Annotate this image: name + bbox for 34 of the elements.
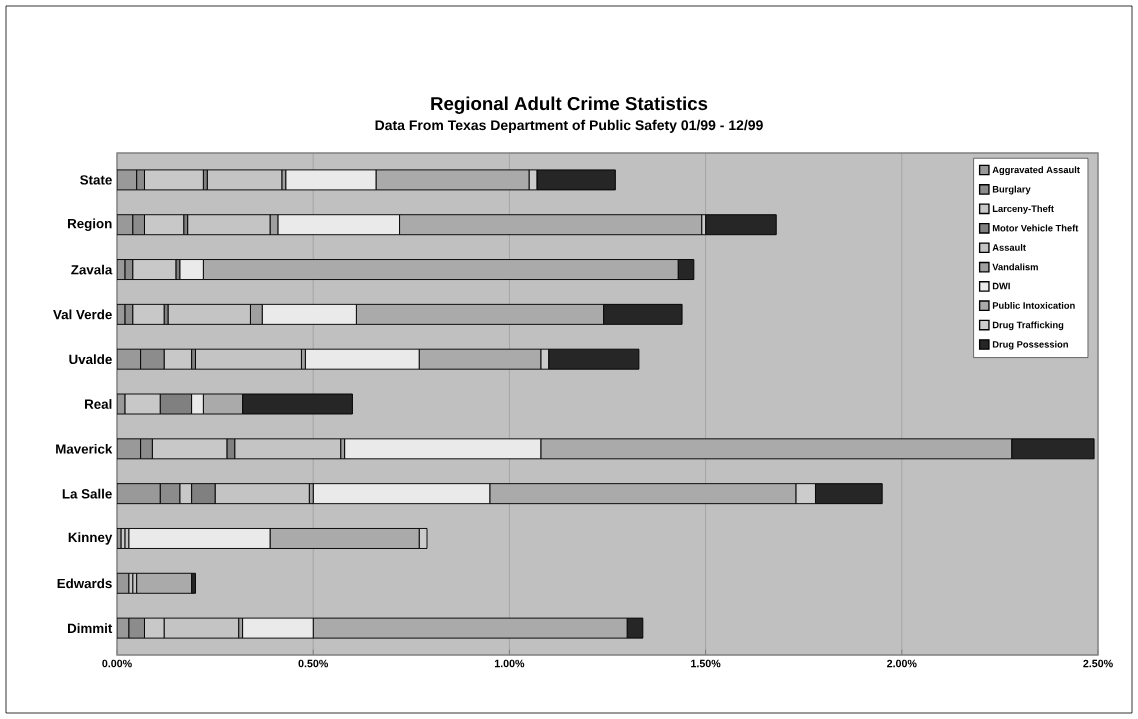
legend-label: Drug Possession: [992, 340, 1068, 350]
y-tick-label: Val Verde: [53, 309, 112, 320]
bar: [705, 214, 777, 236]
legend-label: Motor Vehicle Theft: [992, 224, 1079, 232]
bar: [195, 348, 302, 370]
bar: [136, 572, 193, 594]
y-tick-label: Real: [85, 399, 112, 409]
legend-label: DWI: [992, 282, 1010, 290]
y-tick-label: Dimmit: [68, 623, 113, 634]
legend-label: Drug Trafficking: [992, 321, 1064, 331]
y-tick-label: Region: [68, 218, 112, 231]
legend-label: Burglary: [992, 185, 1031, 195]
legend-label: Assault: [992, 244, 1026, 251]
chart-title: Regional Adult Crime Statistics: [431, 96, 708, 114]
x-tick-label: 0.50%: [298, 659, 329, 668]
y-tick-label: La Salle: [62, 488, 112, 499]
y-tick-label: Edwards: [57, 578, 112, 589]
x-tick-label: 1.00%: [494, 659, 525, 668]
x-tick-label: 0.00%: [102, 659, 132, 668]
bar: [117, 483, 161, 505]
legend-label: Vandalism: [992, 263, 1038, 271]
y-tick-label: State: [80, 175, 112, 185]
x-tick-label: 2.00%: [887, 659, 917, 668]
legend-label: Public Intoxication: [992, 301, 1075, 309]
y-tick-label: Uvalde: [69, 354, 112, 365]
chart-subtitle: Data From Texas Department of Public Safety 01/99 - 12/99: [375, 119, 763, 133]
x-tick-label: 2.50%: [1083, 659, 1113, 668]
y-tick-label: Kinney: [68, 532, 113, 545]
legend-label: Aggravated Assault: [992, 166, 1080, 176]
y-tick-label: Maverick: [56, 443, 113, 454]
y-tick-label: Zavala: [71, 264, 113, 275]
bar: [206, 169, 283, 191]
x-tick-label: 1.50%: [691, 659, 721, 668]
legend-label: Larceny-Theft: [992, 205, 1054, 214]
